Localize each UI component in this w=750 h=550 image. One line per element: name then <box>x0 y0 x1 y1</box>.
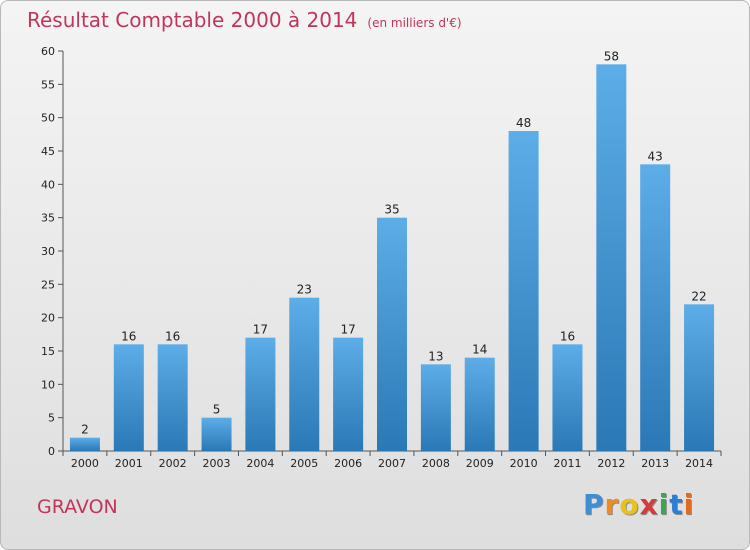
y-tick-label: 35 <box>41 212 55 225</box>
bar-2004 <box>245 337 276 451</box>
chart-bars: 2 16 16 5 17 23 17 35 13 14 48 16 58 43 22 <box>69 49 715 452</box>
logo-letter: r <box>604 488 620 521</box>
y-tick-label: 15 <box>41 345 55 358</box>
bar-value-label: 17 <box>340 323 355 337</box>
logo-letter: i <box>658 488 670 521</box>
chart-title-text: Résultat Comptable 2000 à 2014 <box>27 8 358 32</box>
bar-value-label: 48 <box>516 116 531 130</box>
y-tick-label: 20 <box>41 312 55 325</box>
bar-2005 <box>289 297 320 451</box>
y-tick-label: 0 <box>48 445 55 458</box>
bar-value-label: 43 <box>648 149 663 163</box>
y-tick-label: 45 <box>41 145 55 158</box>
y-tick-label: 25 <box>41 278 55 291</box>
bar-value-label: 2 <box>81 423 89 437</box>
proxiti-logo: Proxiti <box>583 488 694 521</box>
logo-letter: P <box>583 488 605 521</box>
x-tick-label: 2006 <box>334 457 362 470</box>
x-tick-label: 2005 <box>290 457 318 470</box>
x-tick-label: 2012 <box>597 457 625 470</box>
bar-2002 <box>157 344 188 451</box>
bar-2008 <box>420 364 451 451</box>
chart-title: Résultat Comptable 2000 à 2014 (en millie… <box>27 8 462 32</box>
x-tick-label: 2010 <box>510 457 538 470</box>
bar-2003 <box>201 417 232 451</box>
bar-value-label: 22 <box>691 289 706 303</box>
bar-value-label: 13 <box>428 349 443 363</box>
bar-2011 <box>552 344 583 451</box>
bar-2007 <box>377 217 407 451</box>
bar-2010 <box>508 131 539 451</box>
chart-subtitle: (en milliers d'€) <box>367 16 462 30</box>
x-tick-label: 2004 <box>246 457 274 470</box>
bar-2012 <box>596 64 627 452</box>
bar-value-label: 16 <box>560 329 575 343</box>
x-tick-label: 2014 <box>685 457 713 470</box>
x-tick-label: 2000 <box>71 457 99 470</box>
bar-2000 <box>69 437 100 451</box>
y-tick-label: 5 <box>48 412 55 425</box>
bar-value-label: 16 <box>165 329 180 343</box>
logo-letter: t <box>669 488 684 521</box>
x-tick-label: 2003 <box>203 457 231 470</box>
logo-letter: o <box>619 488 640 521</box>
x-tick-label: 2013 <box>641 457 669 470</box>
logo-letter: i <box>683 488 695 521</box>
x-tick-label: 2007 <box>378 457 406 470</box>
bar-2006 <box>333 337 364 451</box>
y-tick-label: 30 <box>41 245 55 258</box>
bar-value-label: 35 <box>384 203 399 217</box>
y-tick-label: 60 <box>41 45 55 58</box>
bar-value-label: 23 <box>297 283 312 297</box>
x-tick-label: 2009 <box>466 457 494 470</box>
y-tick-label: 40 <box>41 178 55 191</box>
x-tick-label: 2001 <box>115 457 143 470</box>
bar-2014 <box>684 304 715 451</box>
logo-letter: x <box>639 488 659 521</box>
y-tick-label: 50 <box>41 112 55 125</box>
y-tick-label: 10 <box>41 378 55 391</box>
x-tick-label: 2011 <box>553 457 581 470</box>
bar-2009 <box>464 357 495 451</box>
x-tick-label: 2002 <box>159 457 187 470</box>
y-tick-label: 55 <box>41 78 55 91</box>
bar-value-label: 58 <box>604 49 619 63</box>
bar-value-label: 5 <box>213 403 221 417</box>
bar-2013 <box>640 164 671 452</box>
commune-name: GRAVON <box>37 496 118 518</box>
bar-value-label: 16 <box>121 329 136 343</box>
bar-2001 <box>113 344 144 451</box>
x-tick-label: 2008 <box>422 457 450 470</box>
bar-value-label: 17 <box>253 323 268 337</box>
bar-value-label: 14 <box>472 343 487 357</box>
